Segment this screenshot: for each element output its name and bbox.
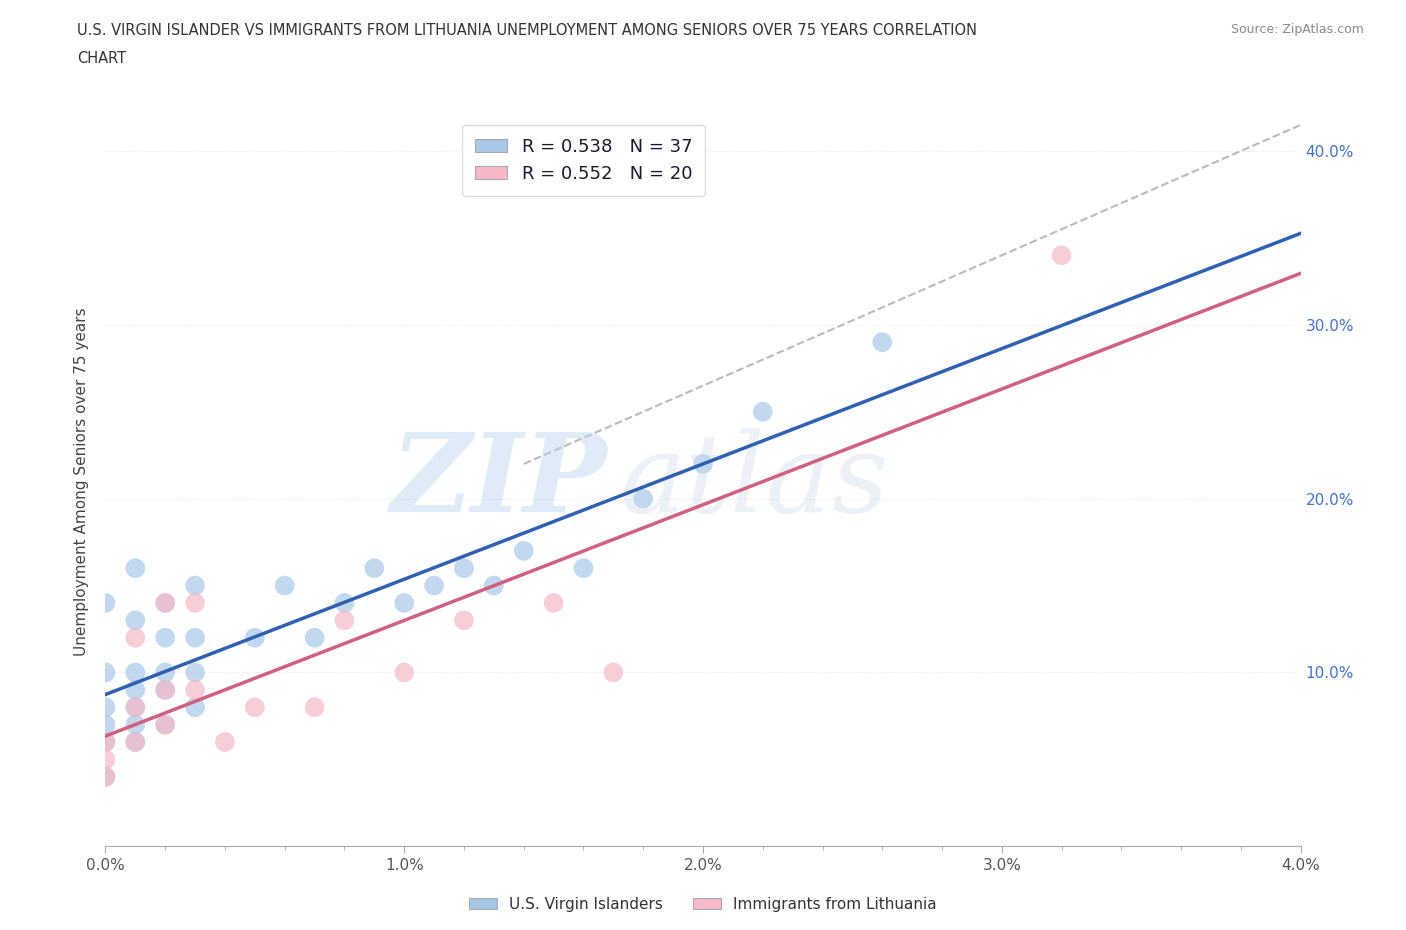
Point	[124, 665, 146, 680]
Point	[631, 491, 654, 506]
Point	[153, 595, 177, 610]
Point	[184, 699, 207, 714]
Point	[94, 735, 117, 750]
Y-axis label: Unemployment Among Seniors over 75 years: Unemployment Among Seniors over 75 years	[75, 307, 90, 656]
Point	[543, 595, 565, 610]
Point	[94, 699, 117, 714]
Point	[1050, 248, 1073, 263]
Point	[94, 665, 117, 680]
Text: atlas: atlas	[619, 428, 889, 535]
Point	[602, 665, 624, 680]
Point	[572, 561, 595, 576]
Point	[363, 561, 385, 576]
Point	[870, 335, 894, 350]
Point	[153, 717, 177, 732]
Point	[124, 561, 146, 576]
Point	[153, 717, 177, 732]
Point	[94, 717, 117, 732]
Point	[184, 683, 207, 698]
Point	[124, 735, 146, 750]
Point	[482, 578, 505, 593]
Legend: U.S. Virgin Islanders, Immigrants from Lithuania: U.S. Virgin Islanders, Immigrants from L…	[463, 891, 943, 918]
Point	[273, 578, 295, 593]
Point	[124, 699, 146, 714]
Point	[124, 735, 146, 750]
Legend: R = 0.538   N = 37, R = 0.552   N = 20: R = 0.538 N = 37, R = 0.552 N = 20	[463, 126, 704, 195]
Point	[124, 683, 146, 698]
Point	[153, 683, 177, 698]
Point	[184, 595, 207, 610]
Point	[453, 561, 475, 576]
Point	[453, 613, 475, 628]
Point	[333, 613, 356, 628]
Point	[304, 699, 326, 714]
Point	[692, 457, 714, 472]
Point	[513, 543, 536, 558]
Text: U.S. VIRGIN ISLANDER VS IMMIGRANTS FROM LITHUANIA UNEMPLOYMENT AMONG SENIORS OVE: U.S. VIRGIN ISLANDER VS IMMIGRANTS FROM …	[77, 23, 977, 38]
Text: Source: ZipAtlas.com: Source: ZipAtlas.com	[1230, 23, 1364, 36]
Point	[392, 595, 416, 610]
Point	[423, 578, 446, 593]
Point	[751, 405, 773, 419]
Point	[94, 769, 117, 784]
Point	[94, 769, 117, 784]
Point	[153, 595, 177, 610]
Point	[392, 665, 416, 680]
Point	[124, 699, 146, 714]
Point	[124, 613, 146, 628]
Point	[243, 699, 266, 714]
Point	[304, 631, 326, 645]
Point	[333, 595, 356, 610]
Point	[153, 683, 177, 698]
Point	[153, 631, 177, 645]
Point	[184, 578, 207, 593]
Point	[184, 631, 207, 645]
Point	[153, 665, 177, 680]
Point	[124, 717, 146, 732]
Text: CHART: CHART	[77, 51, 127, 66]
Text: ZIP: ZIP	[391, 428, 607, 535]
Point	[214, 735, 236, 750]
Point	[184, 665, 207, 680]
Point	[94, 752, 117, 767]
Point	[94, 595, 117, 610]
Point	[94, 735, 117, 750]
Point	[243, 631, 266, 645]
Point	[124, 631, 146, 645]
